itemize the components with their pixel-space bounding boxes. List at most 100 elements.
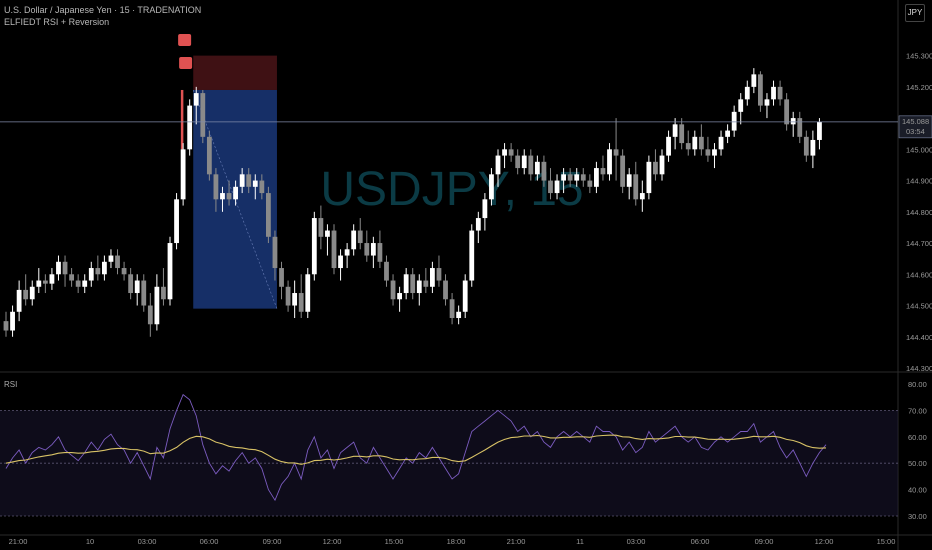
candle-body bbox=[390, 280, 396, 300]
candle-body bbox=[646, 161, 652, 194]
candle-body bbox=[16, 289, 22, 312]
candle-body bbox=[174, 199, 179, 244]
candle-body bbox=[384, 261, 389, 281]
candle-body bbox=[187, 105, 193, 150]
candle-body bbox=[246, 174, 252, 187]
candle-body bbox=[758, 74, 763, 106]
candle-body bbox=[88, 268, 94, 281]
candle-body bbox=[305, 274, 311, 312]
candle-body bbox=[279, 268, 284, 287]
candle-body bbox=[462, 280, 468, 312]
time-tick-label: 06:00 bbox=[691, 537, 710, 546]
candle-body bbox=[325, 230, 330, 237]
candle-body bbox=[200, 93, 206, 137]
candle-body bbox=[338, 255, 343, 269]
price-tick-label: 145.200 bbox=[906, 83, 932, 92]
indicator-title: ELFIEDT RSI + Reversion bbox=[4, 17, 110, 27]
candle-body bbox=[239, 174, 245, 187]
candle-body bbox=[220, 193, 225, 200]
candle-body bbox=[495, 155, 501, 175]
candle-body bbox=[213, 174, 219, 200]
candle-body bbox=[108, 255, 114, 262]
candle-body bbox=[423, 280, 429, 287]
candle-body bbox=[685, 143, 691, 150]
candles bbox=[0, 68, 898, 337]
candle-body bbox=[49, 274, 55, 284]
candle-body bbox=[817, 121, 822, 140]
rsi-pane-label: RSI bbox=[4, 380, 18, 389]
candle-body bbox=[567, 174, 573, 181]
symbol-title: U.S. Dollar / Japanese Yen · 15 · TRADEN… bbox=[4, 5, 202, 15]
price-tick-label: 145.000 bbox=[906, 145, 932, 154]
price-tick-label: 144.900 bbox=[906, 177, 932, 186]
candle-body bbox=[161, 286, 166, 300]
time-tick-label: 11 bbox=[576, 537, 584, 546]
signal-marker bbox=[178, 34, 192, 46]
price-tag-value: 145.088 bbox=[902, 117, 929, 126]
candle-body bbox=[738, 99, 744, 112]
candle-body bbox=[180, 149, 186, 200]
rsi-tick-label: 50.00 bbox=[908, 459, 927, 468]
candle-body bbox=[705, 149, 711, 156]
time-tick-label: 09:00 bbox=[755, 537, 774, 546]
candle-body bbox=[718, 136, 724, 150]
candle-body bbox=[3, 321, 9, 331]
candle-body bbox=[285, 286, 291, 306]
candle-body bbox=[344, 249, 350, 256]
price-tick-label: 144.500 bbox=[906, 302, 932, 311]
candle-body bbox=[469, 230, 475, 281]
time-tick-label: 06:00 bbox=[200, 537, 219, 546]
candle-body bbox=[607, 149, 612, 175]
trade-zones bbox=[178, 34, 278, 309]
candle-body bbox=[653, 161, 658, 175]
candle-body bbox=[397, 293, 402, 300]
time-tick-label: 21:00 bbox=[507, 537, 526, 546]
signal-marker bbox=[179, 57, 193, 69]
candle-body bbox=[620, 155, 626, 187]
candle-body bbox=[75, 280, 81, 287]
candle-body bbox=[797, 118, 803, 137]
candle-body bbox=[639, 193, 645, 200]
candle-body bbox=[456, 311, 462, 319]
candle-body bbox=[193, 93, 199, 106]
time-tick-label: 03:00 bbox=[138, 537, 157, 546]
candle-body bbox=[318, 218, 324, 237]
candle-body bbox=[266, 193, 271, 237]
candle-body bbox=[784, 99, 790, 125]
price-tick-label: 145.300 bbox=[906, 52, 932, 61]
candle-body bbox=[370, 243, 376, 256]
candle-body bbox=[521, 155, 527, 169]
candle-body bbox=[731, 111, 737, 131]
candle-body bbox=[115, 255, 120, 269]
candle-body bbox=[475, 218, 481, 231]
candle-body bbox=[790, 118, 796, 125]
candle-body bbox=[410, 274, 416, 294]
currency-button[interactable]: JPY bbox=[905, 4, 925, 22]
candle-body bbox=[548, 180, 553, 194]
candle-body bbox=[554, 180, 560, 194]
candle-body bbox=[147, 305, 153, 325]
candle-body bbox=[10, 311, 15, 331]
candle-body bbox=[403, 274, 409, 294]
time-axis[interactable]: 21:00 10 03:00 06:00 09:00 12:00 15:00 18:00 21:… bbox=[9, 537, 896, 546]
candle-body bbox=[659, 155, 665, 175]
candle-body bbox=[594, 168, 599, 187]
price-tag-countdown: 03:54 bbox=[906, 127, 925, 136]
candle-body bbox=[613, 149, 619, 156]
candle-body bbox=[633, 174, 639, 200]
time-tick-label: 03:00 bbox=[627, 537, 646, 546]
candle-body bbox=[436, 268, 442, 281]
time-tick-label: 18:00 bbox=[447, 537, 466, 546]
candle-body bbox=[42, 280, 48, 284]
candle-body bbox=[489, 174, 494, 200]
candle-body bbox=[508, 149, 514, 156]
time-tick-label: 15:00 bbox=[385, 537, 404, 546]
candle-body bbox=[56, 261, 61, 275]
candle-body bbox=[298, 293, 304, 312]
candle-body bbox=[751, 74, 757, 87]
price-tag-box bbox=[898, 115, 932, 139]
candle-body bbox=[226, 193, 232, 200]
candle-body bbox=[36, 280, 42, 287]
